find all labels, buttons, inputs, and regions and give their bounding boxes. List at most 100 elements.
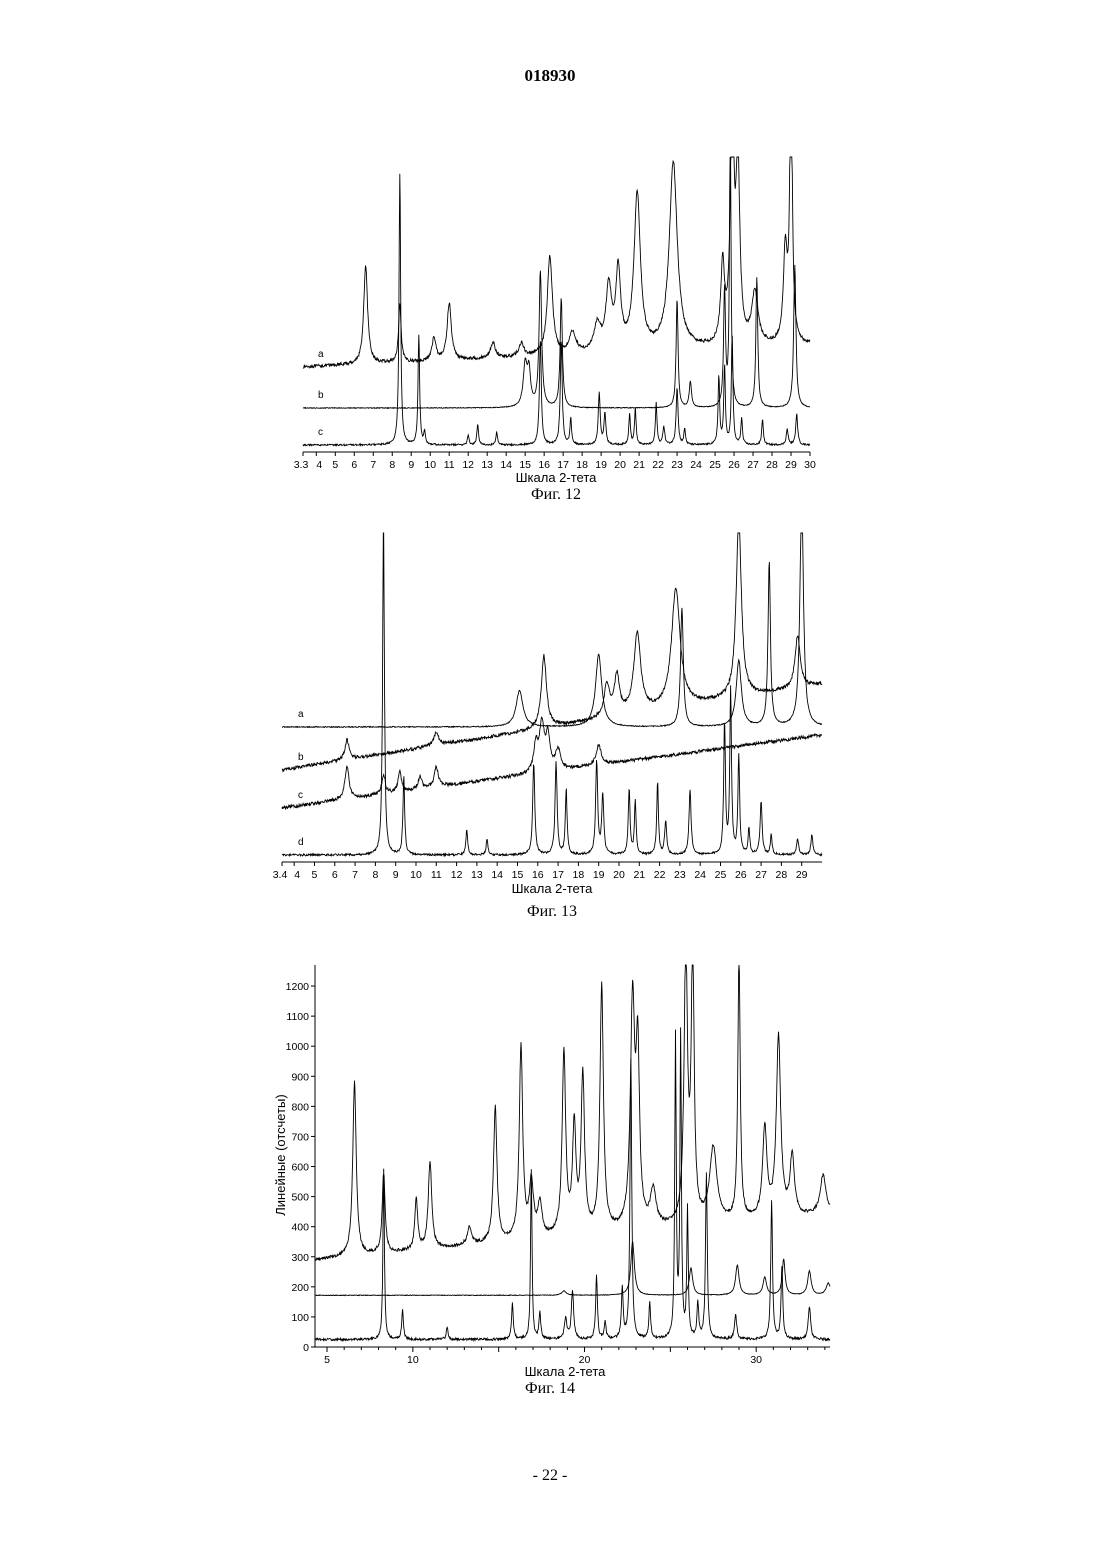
series-trace-b xyxy=(303,157,810,408)
x-tick-label: 22 xyxy=(652,459,664,471)
x-tick-label: 13 xyxy=(471,869,483,881)
x-tick-label: 20 xyxy=(614,459,626,471)
fig14-x-label: Шкала 2-тета xyxy=(525,1364,607,1379)
x-tick-label: 10 xyxy=(407,1354,419,1366)
series-label-b: b xyxy=(298,752,304,763)
figure-13: 3.4 45 6 7 8 9 10 11 12 13 14 15 16 17 18 19 20 21 22 23 24 2… xyxy=(273,533,822,920)
x-tick-label: 11 xyxy=(431,869,442,881)
y-tick-label: 1100 xyxy=(286,1011,309,1023)
y-tick-label: 900 xyxy=(291,1071,309,1083)
y-tick-label: 600 xyxy=(291,1162,309,1174)
x-tick-label: 28 xyxy=(766,459,778,471)
y-tick-label: 0 xyxy=(303,1342,309,1354)
fig12-traces xyxy=(303,157,810,446)
y-tick-label: 400 xyxy=(291,1222,309,1234)
series-label-c: c xyxy=(298,790,303,801)
x-tick-label: 8 xyxy=(372,869,378,881)
x-tick-label: 16 xyxy=(532,869,544,881)
x-tick-label: 23 xyxy=(674,869,686,881)
x-tick-label: 30 xyxy=(804,459,816,471)
x-tick-label: 21 xyxy=(633,459,645,471)
fig12-x-ticks: 3.34567891011121314151617181920212223242… xyxy=(294,452,816,471)
x-tick-label: 24 xyxy=(694,869,706,881)
x-tick-label: 6 xyxy=(332,869,338,881)
x-tick-label: 19 xyxy=(595,459,607,471)
series-trace-c xyxy=(282,717,822,809)
x-tick-label: 14 xyxy=(491,869,503,881)
fig13-traces xyxy=(282,533,822,856)
series-label-c: c xyxy=(318,427,323,438)
x-tick-label: 5 xyxy=(332,459,338,471)
x-tick-label: 15 xyxy=(512,869,524,881)
x-tick-label: 26 xyxy=(728,459,740,471)
x-tick-label: 3.3 xyxy=(294,459,309,471)
x-tick-label: 7 xyxy=(370,459,376,471)
fig14-y-label: Линейные (отсчеты) xyxy=(273,1094,288,1215)
x-tick-label: 23 xyxy=(671,459,683,471)
series-trace-a xyxy=(282,533,822,728)
y-tick-label: 1000 xyxy=(286,1041,310,1053)
x-tick-label: 19 xyxy=(593,869,605,881)
series-trace-a xyxy=(303,157,810,368)
x-tick-label: 10 xyxy=(424,459,436,471)
x-tick-label: 10 xyxy=(410,869,422,881)
x-tick-label: 12 xyxy=(451,869,463,881)
y-tick-label: 800 xyxy=(291,1101,309,1113)
x-tick-label: 21 xyxy=(633,869,645,881)
x-tick-label: 17 xyxy=(552,869,564,881)
y-tick-label: 100 xyxy=(291,1312,309,1324)
series-label-a: a xyxy=(298,709,304,720)
x-tick-label: 3.4 xyxy=(273,869,288,881)
x-tick-label: 9 xyxy=(408,459,414,471)
fig13-x-ticks: 3.4 45 6 7 8 9 10 11 12 13 14 15 16 17 18 19 20 21 22 23 24 2… xyxy=(273,862,808,881)
series-trace-series-1 xyxy=(315,965,830,1260)
x-tick-label: 28 xyxy=(776,869,788,881)
x-tick-label: 18 xyxy=(573,869,585,881)
y-tick-label: 200 xyxy=(291,1282,309,1294)
y-tick-label: 300 xyxy=(291,1252,309,1264)
x-tick-label: 27 xyxy=(755,869,767,881)
x-tick-label: 14 xyxy=(500,459,512,471)
x-tick-label: 22 xyxy=(654,869,666,881)
fig13-caption: Фиг. 13 xyxy=(527,903,577,920)
fig13-series-labels: a b c d xyxy=(298,709,304,848)
x-tick-label: 8 xyxy=(389,459,395,471)
fig12-caption: Фиг. 12 xyxy=(531,486,581,503)
x-tick-label: 29 xyxy=(785,459,797,471)
series-trace-b xyxy=(282,533,822,771)
x-tick-label: 11 xyxy=(444,459,455,471)
series-label-d: d xyxy=(298,837,304,848)
x-tick-label: 4 xyxy=(316,459,322,471)
x-tick-label: 24 xyxy=(690,459,702,471)
x-tick-label: 5 xyxy=(324,1354,330,1366)
fig12-series-labels: a b c xyxy=(318,349,324,438)
figure-14: 5102030 01002003004005006007008009001000… xyxy=(273,965,830,1397)
x-tick-label: 12 xyxy=(462,459,474,471)
x-tick-label: 13 xyxy=(481,459,493,471)
x-tick-label: 5 xyxy=(312,869,318,881)
x-tick-label: 9 xyxy=(393,869,399,881)
x-tick-label: 7 xyxy=(352,869,358,881)
x-tick-label: 4 xyxy=(294,869,300,881)
series-label-a: a xyxy=(318,349,324,360)
fig14-caption: Фиг. 14 xyxy=(525,1380,575,1397)
x-tick-label: 6 xyxy=(351,459,357,471)
x-tick-label: 26 xyxy=(735,869,747,881)
x-tick-label: 20 xyxy=(613,869,625,881)
fig13-x-label: Шкала 2-тета xyxy=(512,881,594,896)
page-number: - 22 - xyxy=(0,1467,1100,1485)
fig12-x-label: Шкала 2-тета xyxy=(516,470,598,485)
figure-12: 3.34567891011121314151617181920212223242… xyxy=(294,157,816,503)
y-tick-label: 1200 xyxy=(286,981,310,993)
x-tick-label: 27 xyxy=(747,459,759,471)
y-tick-label: 700 xyxy=(291,1131,309,1143)
fig14-traces xyxy=(315,965,830,1341)
series-trace-c xyxy=(303,174,810,446)
x-tick-label: 25 xyxy=(715,869,727,881)
x-tick-label: 29 xyxy=(796,869,808,881)
y-tick-label: 500 xyxy=(291,1192,309,1204)
x-tick-label: 30 xyxy=(750,1354,762,1366)
x-tick-label: 25 xyxy=(709,459,721,471)
series-label-b: b xyxy=(318,390,324,401)
